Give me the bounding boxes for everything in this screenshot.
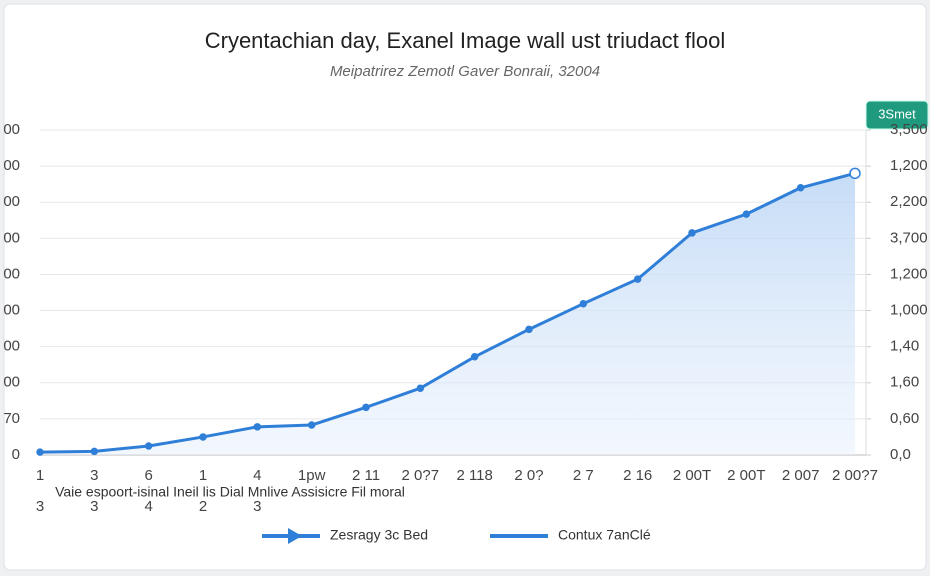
point [362, 403, 370, 412]
x-sub-label: 3 [90, 498, 98, 515]
y2-tick-label: 0,60 [890, 410, 919, 427]
point [742, 210, 751, 218]
x-tick-label: 2 00T [727, 467, 765, 484]
x-tick-label: 1 [199, 467, 207, 484]
point [688, 229, 696, 237]
y2-tick-label: 2,200 [890, 193, 928, 210]
x-sub-label: 3 [36, 498, 44, 515]
x-tick-label: 3 [90, 467, 98, 484]
x-tick-label: 4 [253, 467, 261, 484]
point [796, 184, 805, 192]
x-sub-label: 3 [253, 498, 261, 515]
badge-text: 3Smet [878, 106, 916, 121]
x-sub-label: 2 [199, 498, 207, 515]
x-tick-label: 2 007 [782, 467, 820, 484]
point [199, 433, 207, 441]
chart-subtitle: Meipatrirez Zemotl Gaver Bonraii, 32004 [330, 63, 600, 80]
point [416, 384, 425, 392]
y-tick-label: 00 [3, 374, 20, 391]
x-tick-label: 2 00T [673, 467, 711, 484]
y-tick-label: 70 [3, 410, 20, 427]
y2-tick-label: 3,700 [890, 229, 928, 246]
x-tick-label: 1pw [298, 467, 326, 484]
y-tick-label: 0 [12, 446, 20, 463]
y2-tick-label: 1,60 [890, 374, 919, 391]
point [525, 325, 533, 334]
chart-title: Cryentachian day, Exanel Image wall ust … [205, 28, 726, 53]
legend-label: Zesragy 3c Bed [330, 527, 428, 543]
line [39, 171, 856, 454]
y2-tick-label: 1,40 [890, 338, 919, 355]
point [144, 442, 153, 450]
legend-arrow [288, 528, 302, 544]
badge [865, 100, 929, 130]
x-sub-label: 4 [144, 498, 152, 515]
y-tick-label: 00 [3, 338, 20, 355]
x-axis-label: Vaie espoort-isinal Ineil lis Dial Mnliv… [55, 484, 405, 500]
x-tick-label: 2 00?7 [832, 467, 878, 484]
y2-tick-label: 1,000 [890, 302, 928, 319]
area [40, 173, 855, 456]
x-tick-label: 2 7 [573, 467, 594, 484]
y-tick-label: 00 [3, 121, 20, 138]
y-tick-label: 00 [3, 302, 20, 319]
y2-tick-label: 1,200 [890, 157, 928, 174]
legend-label: Contux 7anClé [558, 527, 651, 543]
x-tick-label: 2 11 [352, 467, 380, 484]
point [36, 448, 44, 456]
y-tick-label: 00 [3, 193, 20, 210]
y-tick-label: 00 [3, 265, 20, 282]
point [253, 423, 262, 431]
y-tick-label: 00 [3, 229, 20, 246]
y-tick-label: 00 [3, 157, 20, 174]
x-tick-label: 2 0? [514, 467, 543, 484]
point [470, 353, 479, 361]
y2-tick-label: 1,200 [890, 265, 928, 282]
y2-tick-label: 3,500 [890, 121, 928, 138]
point [90, 447, 99, 456]
x-tick-label: 1 [36, 467, 44, 484]
x-tick-label: 2 0?7 [402, 467, 440, 484]
x-tick-label: 2 16 [623, 467, 652, 484]
point [849, 167, 861, 180]
x-tick-label: 2 118 [456, 467, 492, 484]
x-tick-label: 6 [144, 467, 152, 484]
point [307, 421, 316, 429]
y2-tick-label: 0,0 [890, 446, 911, 463]
point [633, 275, 642, 283]
point [579, 299, 588, 308]
